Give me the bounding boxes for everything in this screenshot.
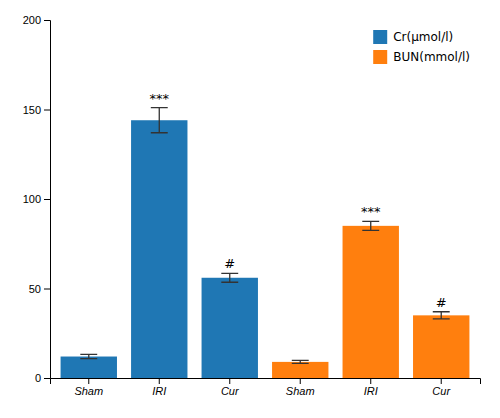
x-axis-line bbox=[51, 379, 481, 385]
legend-item: BUN(mmol/l) bbox=[373, 50, 470, 64]
y-axis-line bbox=[44, 21, 51, 379]
legend: Cr(μmol/l) BUN(mmol/l) bbox=[373, 30, 470, 64]
x-tick-label: IRI bbox=[364, 385, 378, 397]
bar bbox=[202, 278, 258, 378]
bar bbox=[343, 226, 399, 378]
y-tick-mark bbox=[44, 110, 50, 111]
x-tick-mark bbox=[159, 378, 160, 384]
y-tick-label: 100 bbox=[23, 193, 41, 205]
series bbox=[61, 108, 258, 378]
x-tick: Sham bbox=[74, 378, 103, 397]
x-tick-label: Sham bbox=[286, 385, 315, 397]
x-tick-mark bbox=[300, 378, 301, 384]
bar bbox=[413, 315, 469, 378]
legend-label: BUN(mmol/l) bbox=[393, 50, 470, 64]
error-bar bbox=[221, 273, 238, 282]
annotation: *** bbox=[361, 204, 381, 219]
bar bbox=[131, 120, 187, 378]
plot: 0 50 100 150 200 Sham IRI Cur Sham IRI Cur *** # *** #… bbox=[23, 14, 481, 397]
y-tick-mark bbox=[44, 199, 50, 200]
y-axis: 0 50 100 150 200 bbox=[23, 14, 51, 384]
annotation: # bbox=[436, 295, 447, 310]
chart: 0 50 100 150 200 Sham IRI Cur Sham IRI Cur *** # *** #… bbox=[0, 0, 500, 418]
annotation: # bbox=[224, 256, 235, 271]
legend-swatch bbox=[373, 50, 387, 64]
y-tick: 100 bbox=[23, 193, 50, 205]
y-tick: 200 bbox=[23, 14, 50, 26]
y-tick-label: 50 bbox=[29, 283, 41, 295]
bar bbox=[272, 362, 328, 378]
y-tick: 50 bbox=[29, 283, 50, 295]
x-tick-mark bbox=[229, 378, 230, 384]
annotation: *** bbox=[150, 91, 170, 106]
x-tick: IRI bbox=[152, 378, 166, 397]
error-bar bbox=[433, 312, 450, 319]
x-tick-mark bbox=[441, 378, 442, 384]
y-tick-mark bbox=[44, 20, 50, 21]
y-tick: 0 bbox=[35, 372, 50, 384]
legend-label: Cr(μmol/l) bbox=[393, 30, 453, 44]
x-tick: IRI bbox=[364, 378, 378, 397]
y-tick-mark bbox=[44, 378, 50, 379]
y-tick: 150 bbox=[23, 104, 50, 116]
y-tick-label: 200 bbox=[23, 14, 41, 26]
error-bar bbox=[362, 221, 379, 230]
x-axis: Sham IRI Cur Sham IRI Cur bbox=[51, 378, 481, 397]
x-tick-mark bbox=[88, 378, 89, 384]
x-tick-label: Sham bbox=[74, 385, 103, 397]
x-tick-mark bbox=[370, 378, 371, 384]
error-bar bbox=[151, 108, 168, 133]
bar bbox=[61, 357, 117, 378]
x-tick: Cur bbox=[221, 378, 240, 397]
annotations: *** # *** # bbox=[150, 91, 447, 310]
x-tick: Cur bbox=[432, 378, 451, 397]
y-tick-label: 150 bbox=[23, 104, 41, 116]
error-bar bbox=[292, 360, 309, 363]
series bbox=[272, 221, 469, 378]
legend-item: Cr(μmol/l) bbox=[373, 30, 453, 44]
y-tick-mark bbox=[44, 289, 50, 290]
x-tick-label: Cur bbox=[432, 385, 451, 397]
x-tick: Sham bbox=[286, 378, 315, 397]
x-tick-label: IRI bbox=[152, 385, 166, 397]
error-bar bbox=[80, 354, 97, 358]
x-tick-label: Cur bbox=[221, 385, 240, 397]
marks bbox=[61, 108, 470, 378]
y-tick-label: 0 bbox=[35, 372, 41, 384]
legend-swatch bbox=[373, 30, 387, 44]
